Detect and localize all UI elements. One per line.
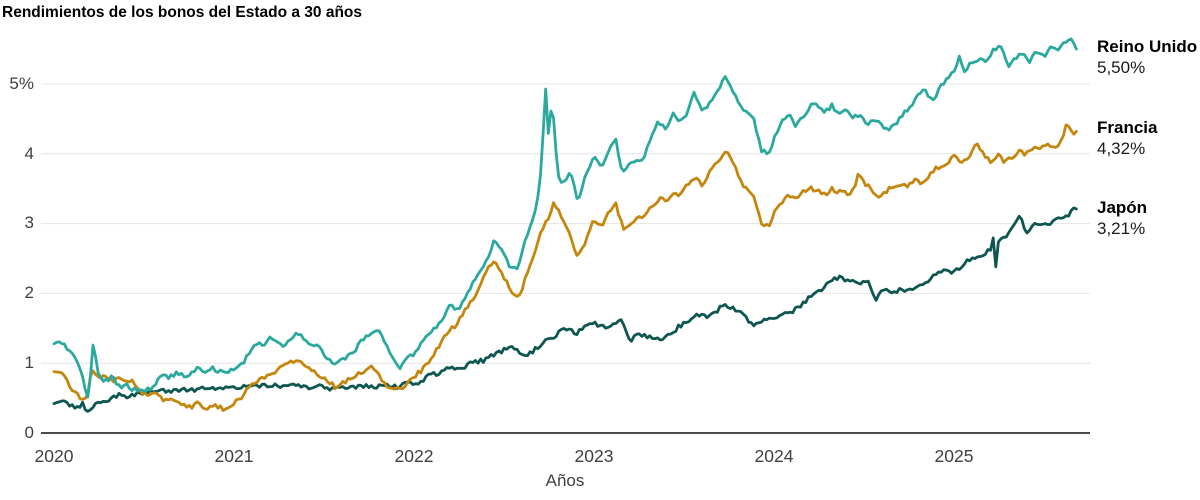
series-name: Francia <box>1097 118 1158 137</box>
x-axis-tick-label: 2025 <box>934 446 974 466</box>
x-axis-tick-label: 2023 <box>574 446 614 466</box>
series-value: 5,50% <box>1097 58 1146 77</box>
y-axis-tick-label: 0 <box>24 423 34 442</box>
series-line-reino-unido <box>52 37 1078 399</box>
series-value: 3,21% <box>1097 219 1146 238</box>
series-label-reino-unido: Reino Unido 5,50% <box>1097 36 1199 78</box>
chart-title: Rendimientos de los bonos del Estado a 3… <box>2 4 363 21</box>
series-name: Japón <box>1097 198 1148 217</box>
series-line-japon <box>52 206 1078 413</box>
y-axis-tick-label: 5% <box>9 74 34 93</box>
x-axis-tick-label: 2024 <box>754 446 794 466</box>
series-label-francia: Francia 4,32% <box>1097 117 1199 159</box>
y-axis-tick-label: 2 <box>24 283 34 302</box>
x-axis-tick-label: 2021 <box>214 446 254 466</box>
x-axis-title: Años <box>545 471 585 490</box>
x-axis-tick-label: 2020 <box>34 446 74 466</box>
series-value: 4,32% <box>1097 139 1146 158</box>
x-axis-tick-label: 2022 <box>394 446 434 466</box>
series-label-japon: Japón 3,21% <box>1097 197 1199 239</box>
series-line-francia <box>52 123 1078 412</box>
y-axis-tick-label: 4 <box>24 144 34 163</box>
series-name: Reino Unido <box>1097 37 1198 56</box>
y-axis-tick-label: 3 <box>24 213 34 232</box>
y-axis-tick-label: 1 <box>24 353 34 372</box>
